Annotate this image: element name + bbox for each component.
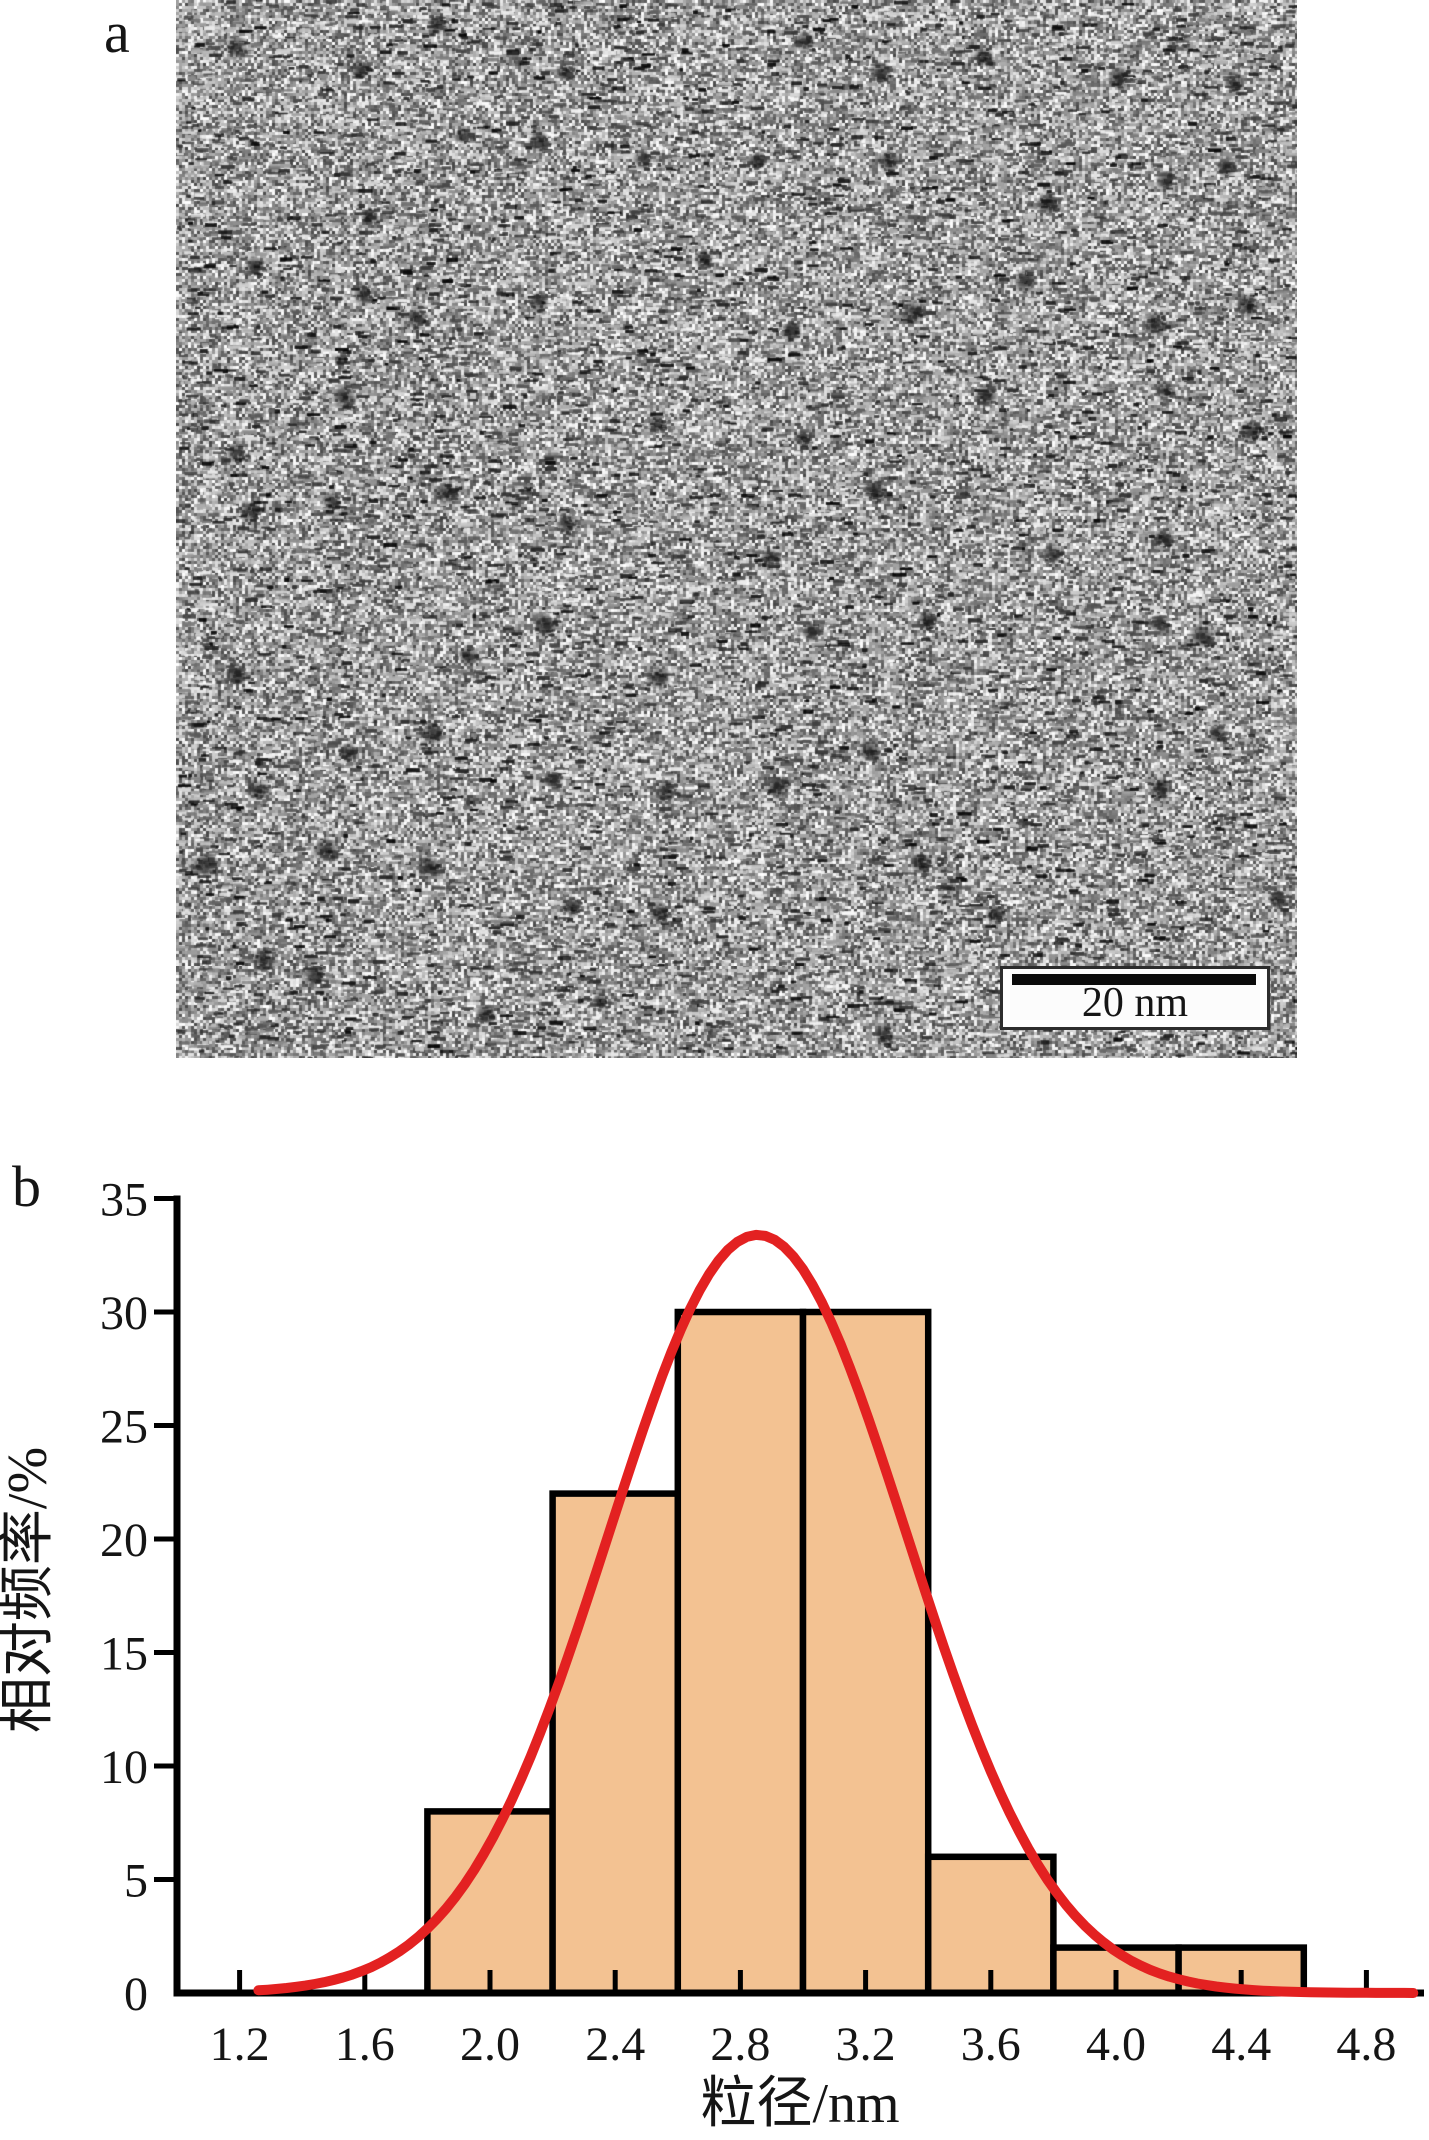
x-tick-label: 2.0: [460, 2018, 520, 2071]
scale-bar: 20 nm: [1000, 966, 1270, 1030]
y-tick-label: 25: [100, 1401, 148, 1454]
scale-bar-line: [1012, 974, 1256, 985]
x-axis-title: 粒径/nm: [700, 2073, 899, 2135]
panel-b-label: b: [12, 1154, 41, 1219]
x-tick-label: 2.8: [710, 2018, 770, 2071]
histogram-bar: [549, 1490, 682, 1997]
y-tick-label: 35: [100, 1174, 148, 1227]
panel-a-label: a: [104, 0, 130, 65]
histogram-chart: 1.2 1.6 2.0 2.4 2.8 3.2 3.6 4.0 4.4 4.8 0 5 10 15 20 25…: [0, 1174, 1424, 2135]
histogram-bar: [674, 1308, 807, 1997]
y-tick-label: 10: [100, 1741, 148, 1794]
x-tick-label: 4.8: [1336, 2018, 1396, 2071]
x-tick-label: 4.0: [1086, 2018, 1146, 2071]
y-axis-title: 相对频率/%: [0, 1447, 59, 1733]
gaussian-fit-curve: [253, 1229, 1419, 1998]
x-tick-label: 1.6: [335, 2018, 395, 2071]
x-tick-label: 4.4: [1211, 2018, 1271, 2071]
tem-micrograph: 20 nm: [176, 0, 1297, 1058]
tem-image-canvas: [176, 0, 1297, 1058]
x-tick-label: 3.2: [836, 2018, 896, 2071]
x-tick-label: 3.6: [961, 2018, 1021, 2071]
y-tick-label: 5: [124, 1855, 148, 1908]
x-tick-label: 1.2: [210, 2018, 270, 2071]
scale-bar-label: 20 nm: [1081, 980, 1189, 1026]
y-tick-label: 15: [100, 1628, 148, 1681]
y-tick-label: 30: [100, 1287, 148, 1340]
y-tick-label: 20: [100, 1514, 148, 1567]
x-tick-label: 2.4: [585, 2018, 645, 2071]
y-tick-label: 0: [124, 1968, 148, 2021]
